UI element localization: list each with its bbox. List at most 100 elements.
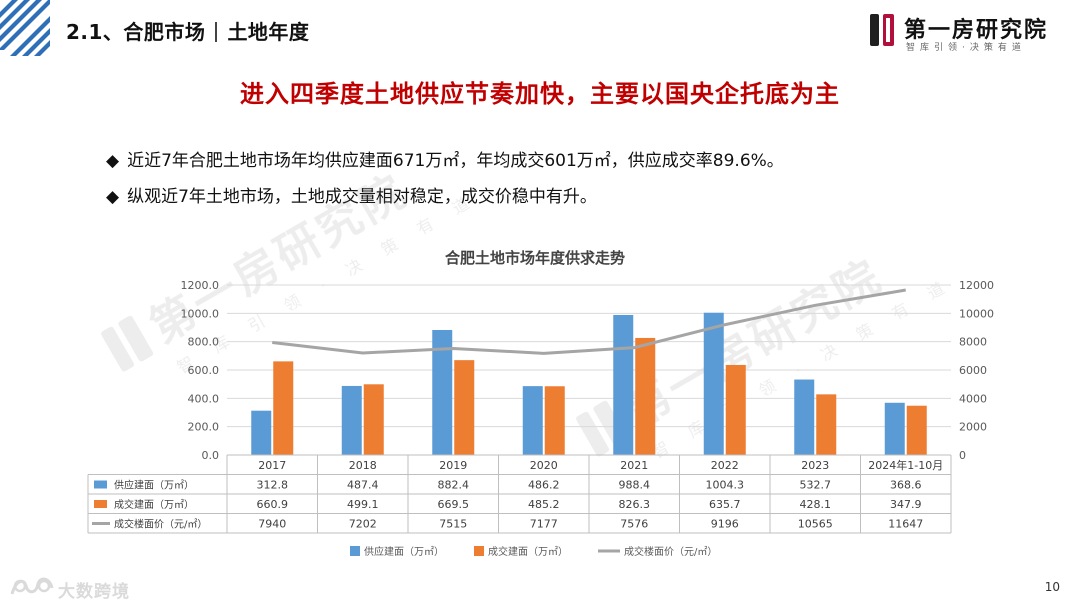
chart-data-table: 2017 2018 2019 2020 2021 2022 2023 2024年1-10月供应…: [87, 454, 952, 534]
left-axis-tick-label: 1200.0: [181, 279, 220, 292]
data-cell: 826.3: [619, 498, 651, 511]
brand-logo-icon: [870, 14, 894, 46]
legend-label: 成交楼面价（元/㎡）: [624, 545, 717, 558]
supply-bar: [794, 379, 815, 455]
page-number: 10: [1044, 580, 1060, 594]
chart-legend: 供应建面（万㎡） 成交建面（万㎡） 成交楼面价（元/㎡）: [350, 545, 717, 558]
data-cell: 532.7: [800, 479, 832, 492]
legend-swatch: [94, 500, 107, 508]
deal-bar: [454, 360, 475, 455]
footer-logo: 大数跨境: [8, 574, 158, 602]
data-cell: 486.2: [528, 479, 560, 492]
diamond-bullet-icon: ◆: [106, 151, 120, 171]
series-row-label: 成交楼面价（元/㎡）: [114, 518, 207, 531]
title-divider: [215, 22, 218, 42]
bullet-item: ◆ 近近7年合肥土地市场年均供应建面671万㎡，年均成交601万㎡，供应成交率89…: [106, 146, 784, 171]
chart-gridlines: [227, 284, 951, 456]
supply-bar: [432, 329, 453, 455]
data-cell: 499.1: [347, 498, 379, 511]
data-cell: 9196: [711, 518, 739, 531]
subsection-title: 土地年度: [227, 20, 310, 44]
category-label: 2021: [620, 459, 648, 472]
data-cell: 428.1: [800, 498, 832, 511]
data-cell: 347.9: [890, 498, 922, 511]
category-label: 2022: [711, 459, 739, 472]
deal-bar: [273, 361, 294, 455]
left-axis-tick-label: 600.0: [188, 364, 220, 377]
category-label: 2017: [258, 459, 286, 472]
chart-bars: [251, 312, 927, 455]
chart-title: 合肥土地市场年度供求走势: [444, 249, 625, 267]
footer-logo-icon: [10, 577, 54, 595]
category-label: 2024年1-10月: [868, 458, 943, 472]
left-axis-tick-label: 200.0: [188, 421, 220, 434]
deal-bar: [544, 386, 565, 455]
right-axis-tick-label: 10000: [959, 307, 994, 320]
right-axis-tick-label: 0: [959, 449, 966, 462]
legend-swatch: [94, 480, 107, 489]
deal-bar: [725, 364, 746, 455]
data-cell: 882.4: [438, 479, 470, 492]
supply-bar: [703, 312, 724, 455]
deal-bar: [363, 384, 384, 455]
deal-bar: [635, 337, 656, 455]
data-cell: 635.7: [709, 498, 741, 511]
data-cell: 7576: [620, 518, 648, 531]
legend-label: 成交建面（万㎡）: [488, 545, 568, 558]
supply-bar: [884, 402, 905, 455]
bullet-text: 近近7年合肥土地市场年均供应建面671万㎡，年均成交601万㎡，供应成交率89.…: [127, 151, 784, 171]
supply-bar: [341, 385, 362, 455]
left-axis-tick-label: 800.0: [188, 336, 220, 349]
brand-slogan: 智库引领·决策有道: [906, 43, 1026, 53]
legend-swatch: [474, 546, 484, 556]
data-cell: 487.4: [347, 479, 379, 492]
data-cell: 485.2: [528, 498, 560, 511]
diamond-bullet-icon: ◆: [106, 187, 120, 207]
brand-name: 第一房研究院: [904, 18, 1049, 43]
right-axis-tick-label: 2000: [959, 421, 987, 434]
data-cell: 7202: [349, 518, 377, 531]
data-cell: 660.9: [257, 498, 289, 511]
data-cell: 1004.3: [706, 479, 745, 492]
corner-stripes-decoration: [0, 0, 50, 56]
left-axis-tick-label: 400.0: [188, 392, 220, 405]
left-axis-tick-label: 1000.0: [181, 307, 220, 320]
category-label: 2018: [349, 459, 377, 472]
supply-bar: [251, 410, 272, 455]
category-label: 2019: [439, 459, 467, 472]
legend-label: 供应建面（万㎡）: [364, 545, 444, 558]
data-cell: 7177: [530, 518, 558, 531]
page-title: 2.1、合肥市场 土地年度: [66, 16, 309, 45]
brand-logo-block: 第一房研究院 智库引领·决策有道: [870, 10, 1060, 54]
bullet-text: 纵观近7年土地市场，土地成交量相对稳定，成交价稳中有升。: [127, 187, 597, 207]
data-cell: 368.6: [890, 479, 922, 492]
right-axis-tick-label: 12000: [959, 279, 994, 292]
right-axis-ticks: 0 2000 4000 6000 8000 10000 12000: [959, 279, 994, 462]
left-axis-ticks: 0.0 200.0 400.0 600.0 800.0 1000.0 1200.0: [181, 279, 220, 462]
bullet-item: ◆ 纵观近7年土地市场，土地成交量相对稳定，成交价稳中有升。: [106, 182, 597, 207]
category-label: 2020: [530, 459, 558, 472]
supply-bar: [522, 386, 543, 455]
category-label: 2023: [801, 459, 829, 472]
data-cell: 10565: [798, 518, 833, 531]
right-axis-tick-label: 8000: [959, 336, 987, 349]
left-axis-tick-label: 0.0: [202, 449, 220, 462]
deal-bar: [906, 405, 927, 455]
headline: 进入四季度土地供应节奏加快，主要以国央企托底为主: [240, 80, 840, 108]
footer-brand: 大数跨境: [58, 582, 130, 602]
series-row-label: 成交建面（万㎡）: [114, 498, 194, 511]
data-cell: 988.4: [619, 479, 651, 492]
price-line: [272, 288, 907, 355]
data-cell: 11647: [888, 518, 923, 531]
supply-bar: [613, 314, 634, 455]
deal-bar: [816, 394, 837, 455]
right-axis-tick-label: 4000: [959, 392, 987, 405]
data-cell: 669.5: [438, 498, 470, 511]
data-cell: 7940: [258, 518, 286, 531]
right-axis-tick-label: 6000: [959, 364, 987, 377]
legend-swatch: [350, 546, 360, 556]
series-row-label: 供应建面（万㎡）: [114, 479, 194, 492]
data-cell: 312.8: [257, 479, 289, 492]
price-series-line: [272, 288, 907, 355]
